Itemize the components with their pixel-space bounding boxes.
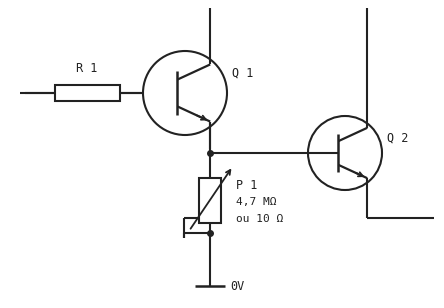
Text: ou 10 Ω: ou 10 Ω (236, 213, 283, 224)
Bar (199, 178, 221, 223)
Text: R 1: R 1 (76, 62, 98, 75)
Text: Q 2: Q 2 (387, 132, 408, 144)
Text: Q 1: Q 1 (232, 67, 254, 79)
Text: 0V: 0V (230, 279, 244, 293)
Text: 4,7 MΩ: 4,7 MΩ (236, 197, 277, 208)
Text: P 1: P 1 (236, 179, 258, 192)
Bar (55, 85, 120, 101)
